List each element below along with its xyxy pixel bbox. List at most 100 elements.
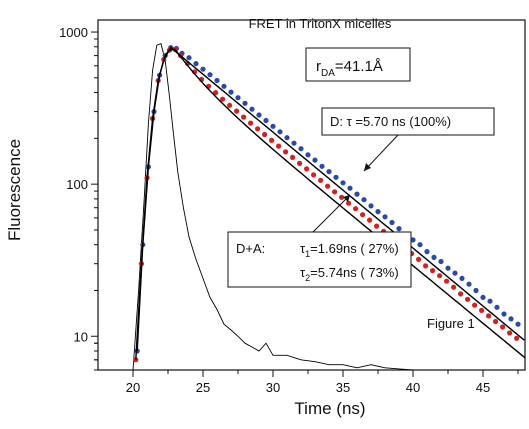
tau2-value: =5.74ns ( 73%) [310,265,399,280]
donor_acceptor-data-point [262,131,268,138]
donor-acceptor-pointer-line [312,194,351,233]
donor-data-point [284,135,290,141]
donor_acceptor-data-point [514,335,520,341]
chart-title: FRET in TritonX micelles [249,16,392,31]
x-tick-label: 25 [196,380,210,395]
donor-data-point [410,237,416,243]
donor_acceptor-data-point [133,357,139,363]
donor-data-point [368,203,374,209]
donor-pointer-line [363,134,399,172]
tau1-subscript: 1 [305,249,310,259]
tau1-value: =1.69ns ( 27%) [310,241,399,256]
donor-data-point [487,298,493,304]
donor_acceptor-data-point [234,108,240,114]
donor-data-point [333,174,339,180]
donor-data-point [270,123,276,129]
y-axis-label: Fluorescence [5,139,24,241]
donor-data-point [396,226,402,232]
donor_acceptor-data-point [332,189,338,195]
donor-data-point [249,106,255,112]
distance-value: =41.1Å [335,58,383,75]
donor-data-point [459,275,465,281]
donor-data-point [347,185,353,191]
donor-data-point [263,117,269,124]
distance-subscript: DA [321,68,335,79]
donor-data-point [235,95,241,101]
donor_acceptor-data-point [227,102,233,108]
donor_acceptor-data-point [500,324,506,330]
donor_acceptor-data-point [437,273,443,279]
donor_acceptor-data-point [276,143,282,149]
donor_acceptor-data-point [325,183,331,189]
donor_acceptor-data-point [430,268,436,274]
donor-fit-line [136,46,525,352]
donor_acceptor-data-point [220,96,226,102]
x-axis-label: Time (ns) [294,399,365,418]
x-tick-label: 45 [476,380,490,395]
figure-label: Figure 1 [427,316,475,331]
x-tick-label: 20 [126,380,140,395]
donor-acceptor-annotation-frame [227,231,412,288]
distance-prefix: r [316,58,321,75]
donor_acceptor-data-point [360,212,366,218]
donor_acceptor-data-point [290,154,296,160]
tau2-line: τ2=5.74ns ( 73%) [300,265,399,283]
donor-data-point [221,83,227,89]
plot-frame [97,19,526,371]
donor_acceptor-data-point [472,302,478,308]
donor-data-point [389,219,395,226]
distance-label: rDA=41.1Å [316,58,383,79]
donor_acceptor-data-point [248,120,254,126]
donor-data-point [417,242,423,248]
donor-data-point [312,157,318,163]
donor-data-point [200,66,206,72]
donor-data-point [361,197,367,203]
donor-data-point [193,61,199,67]
y-tick-label: 10 [74,329,88,344]
donor_acceptor-data-point [346,200,352,206]
donor-data-point [515,321,521,327]
donor-annotation-text: D: τ =5.70 ns (100%) [330,114,451,129]
donor-data-point [424,249,430,255]
distance-box-frame [305,47,411,82]
donor-data-point [431,254,437,260]
donor-data-point [298,146,304,152]
donor_acceptor-data-point [479,307,485,313]
donor-data-point [375,209,381,215]
donor_acceptor-data-point [255,126,261,132]
donor-acceptor-prefix: D+A: [236,241,265,256]
donor_acceptor-data-point [444,278,450,284]
donor-acceptor-pointer-arrowhead [343,195,350,202]
donor-value: =5.70 ns (100%) [352,114,451,129]
donor-data-point [319,163,325,169]
donor-pointer-arrowhead [364,163,371,171]
donor_acceptor-data-point [311,172,317,178]
donor_acceptor-data-point [269,137,275,143]
donor-data-point [494,304,500,310]
tau2-subscript: 2 [305,273,310,283]
donor_acceptor-data-point [339,194,345,200]
donor_acceptor-fit-line [135,48,525,360]
donor-data-point [508,316,514,322]
donor-data-point [452,270,458,276]
donor-data-point [480,294,486,300]
tau1-symbol: τ [300,241,306,256]
donor-data-point [186,55,192,61]
donor_acceptor-data-point [507,330,513,336]
donor-data-point [438,258,444,265]
donor-data-point [228,89,234,95]
donor_acceptor-data-point [297,160,303,166]
donor-data-point [354,191,360,197]
donor_acceptor-data-point [318,177,324,183]
x-tick-label: 30 [266,380,280,395]
donor-tau: τ [347,114,353,129]
donor_acceptor-data-point [241,114,247,120]
donor_acceptor-data-point [416,256,422,262]
donor_acceptor-data-point [486,313,492,319]
donor-data-point [340,180,346,186]
donor_acceptor-data-point [465,296,471,302]
donor-annotation-frame [321,107,495,136]
donor-acceptor-annotation: D+A: τ1=1.69ns ( 27%) τ2=5.74ns ( 73%) [227,231,412,288]
